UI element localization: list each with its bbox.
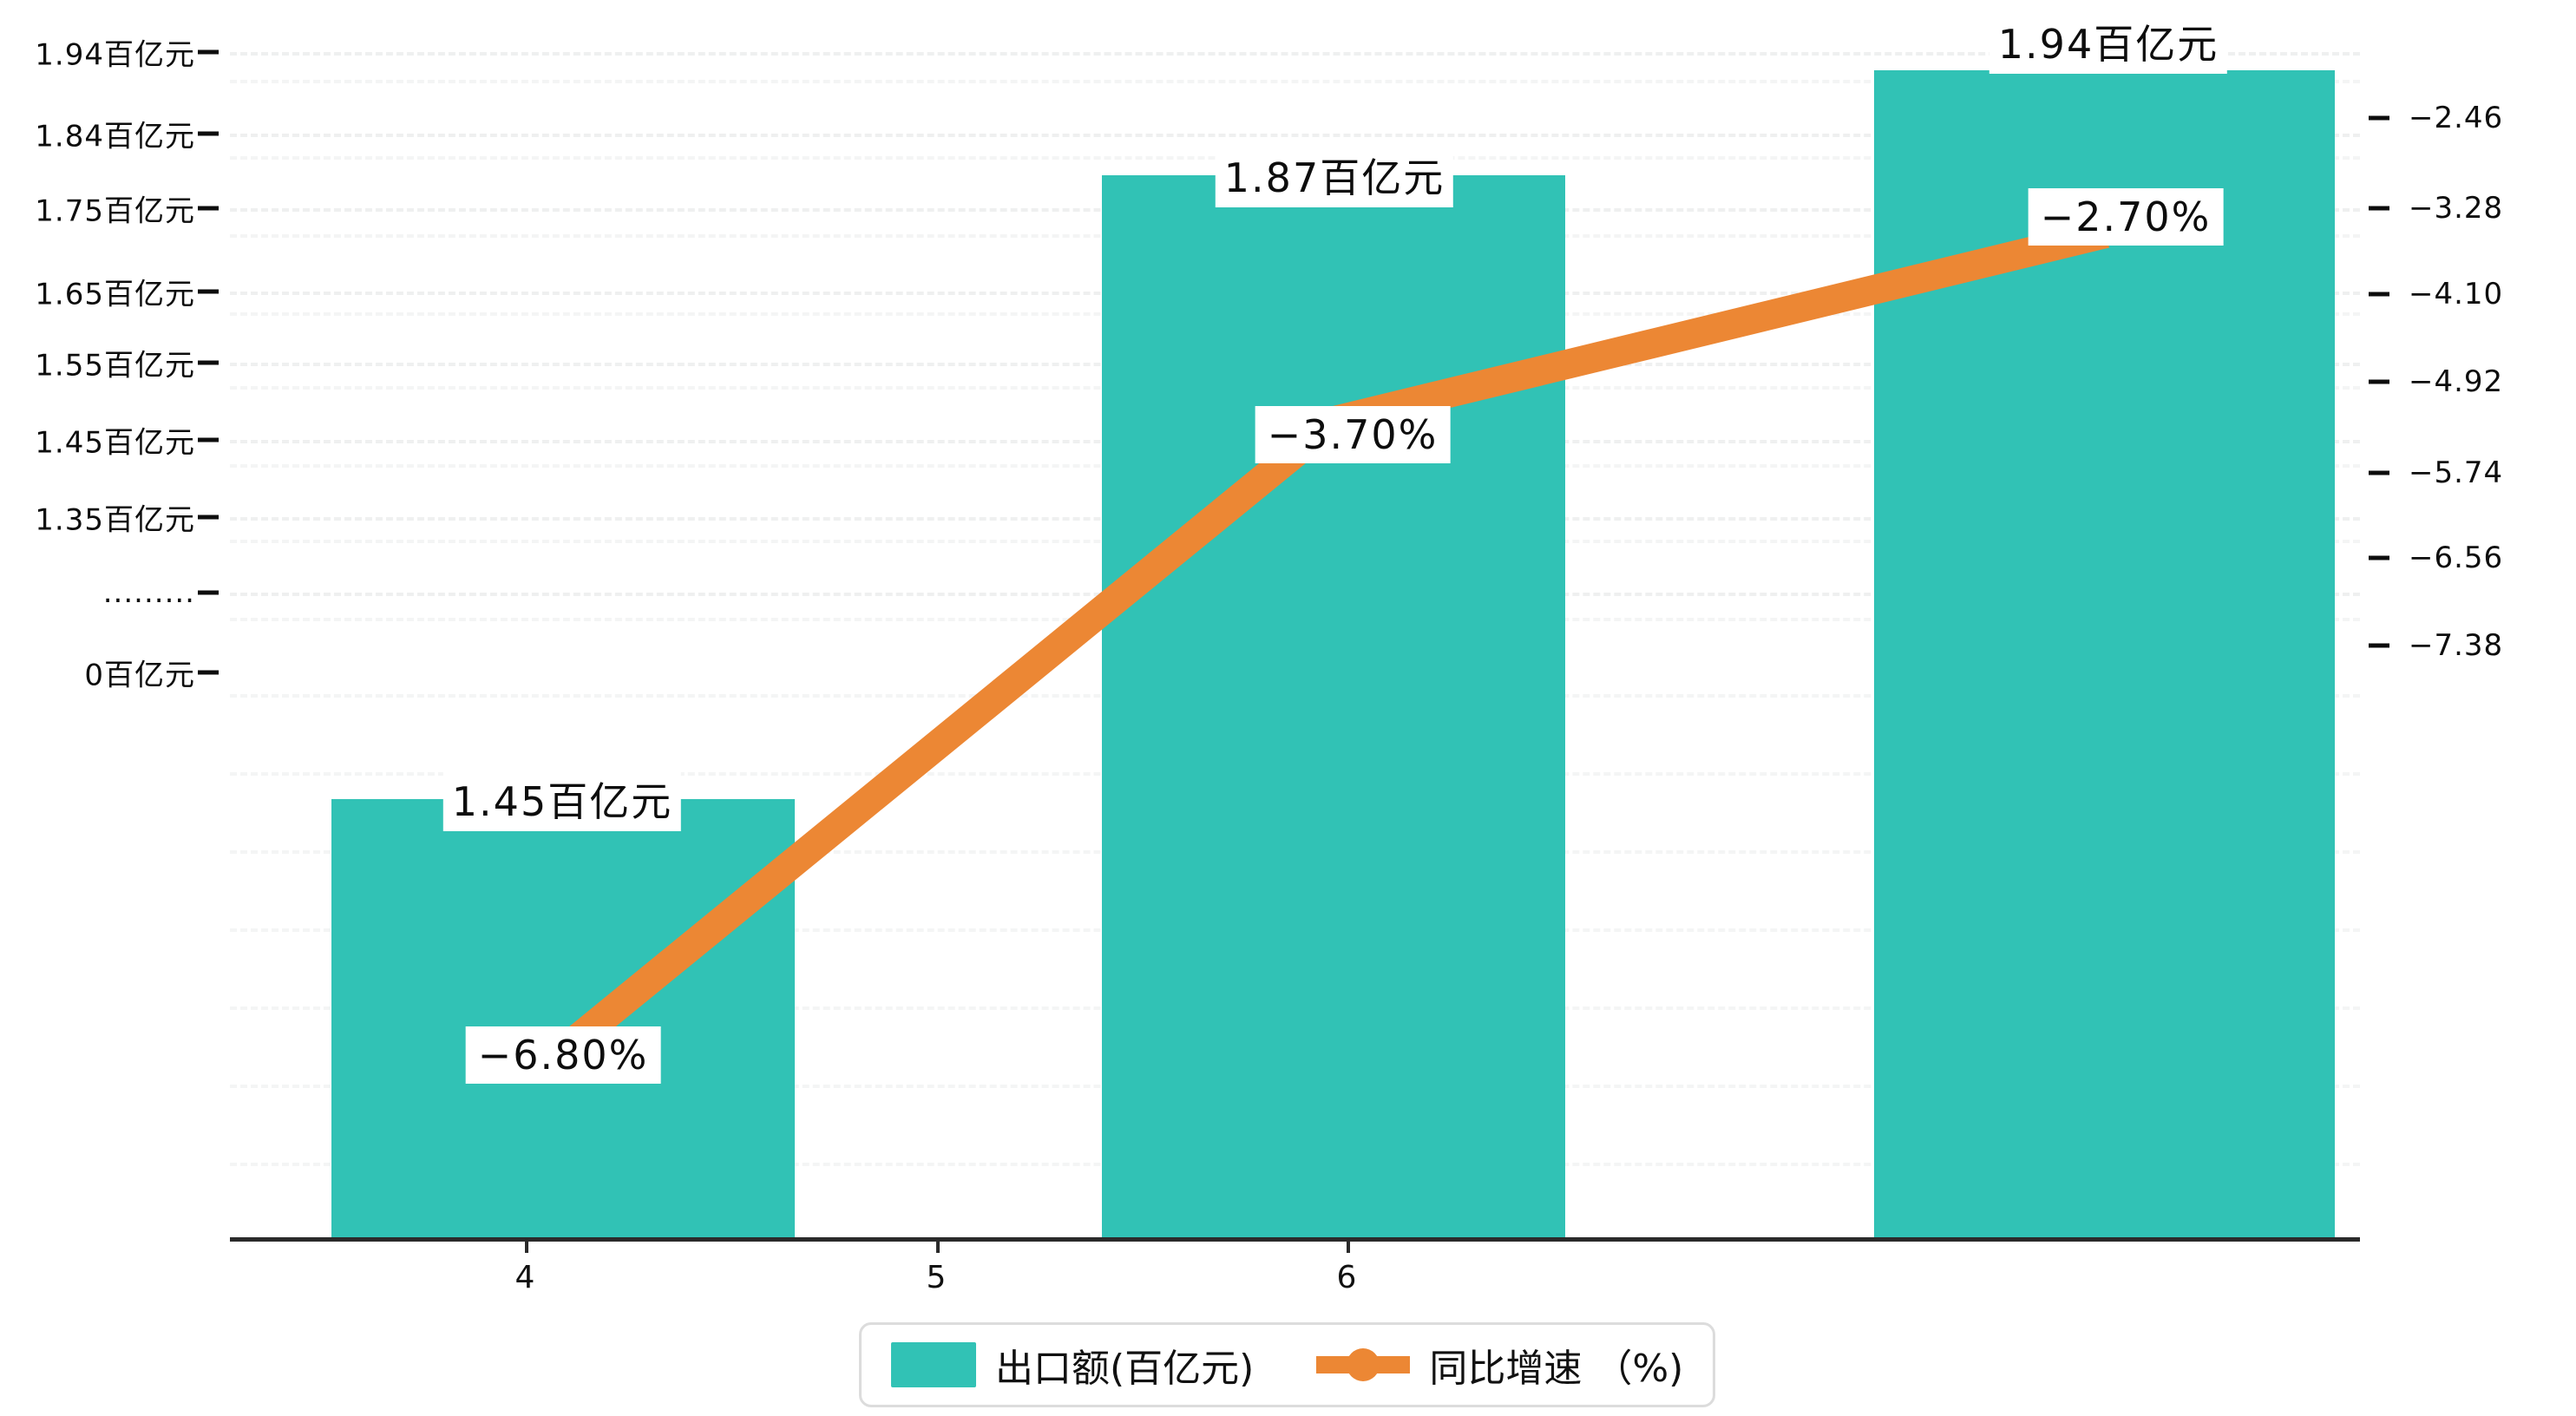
- y-axis-right-tick-mark: [2369, 643, 2389, 648]
- bar-swatch-icon: [891, 1342, 976, 1387]
- y-axis-left-tick: 1.75百亿元: [0, 191, 230, 229]
- y-axis-left-tick-label: .........: [102, 575, 195, 610]
- y-axis-left-tick: 1.35百亿元: [0, 500, 230, 538]
- line-point-label: −3.70%: [1255, 406, 1451, 463]
- gridline: [230, 52, 2360, 56]
- y-axis-left-tick-label: 1.45百亿元: [35, 425, 195, 461]
- bar-value-label: 1.94百亿元: [1989, 10, 2228, 74]
- y-axis-left-tick-label: 1.35百亿元: [35, 502, 195, 538]
- y-axis-left-tick-label: 1.65百亿元: [35, 277, 195, 312]
- y-axis-right-tick: −4.10: [2360, 277, 2576, 311]
- y-axis-left-tick-label: 1.84百亿元: [35, 119, 195, 154]
- x-axis-tick-label: 4: [515, 1260, 535, 1295]
- y-axis-right-tick: −2.46: [2360, 101, 2576, 135]
- y-axis-left-tick-label: 0百亿元: [84, 658, 195, 693]
- x-axis-line: [230, 1237, 2360, 1242]
- y-axis-left-tick-mark: [198, 360, 219, 365]
- y-axis-left-tick-label: 1.94百亿元: [35, 37, 195, 73]
- bar-category-5[interactable]: [1102, 175, 1565, 1237]
- y-axis-left-tick: 0百亿元: [0, 655, 230, 693]
- line-swatch-icon: [1316, 1342, 1411, 1387]
- y-axis-right-tick: −5.74: [2360, 456, 2576, 490]
- y-axis-left-tick: 1.45百亿元: [0, 423, 230, 461]
- y-axis-right-tick-mark: [2369, 292, 2389, 297]
- y-axis-right-tick-label: −3.28: [2409, 191, 2504, 226]
- y-axis-left-tick: 1.94百亿元: [0, 35, 230, 73]
- gridline: [230, 134, 2360, 137]
- x-axis-tick-label: 5: [926, 1260, 947, 1295]
- y-axis-right-tick-mark: [2369, 555, 2389, 560]
- bar-value-label: 1.87百亿元: [1215, 143, 1454, 207]
- y-axis-left-tick-mark: [198, 670, 219, 675]
- y-axis-left-tick-mark: [198, 515, 219, 520]
- legend-label-line: 同比增速 （%): [1429, 1347, 1684, 1391]
- y-axis-left-tick-mark: [198, 131, 219, 136]
- y-axis-right-tick: −3.28: [2360, 191, 2576, 226]
- y-axis-left-tick: 1.84百亿元: [0, 116, 230, 154]
- y-axis-left-tick-mark: [198, 289, 219, 294]
- y-axis-left-tick: 1.65百亿元: [0, 274, 230, 312]
- y-axis-left-tick: .........: [0, 575, 230, 610]
- chart-legend[interactable]: 出口额(百亿元) 同比增速 （%): [859, 1322, 1716, 1407]
- y-axis-right-tick-label: −4.92: [2409, 364, 2504, 399]
- y-axis-right-tick-label: −2.46: [2409, 101, 2504, 135]
- y-axis-left-tick-label: 1.75百亿元: [35, 193, 195, 229]
- y-axis-right-tick-mark: [2369, 470, 2389, 475]
- x-axis-tick-mark: [936, 1237, 940, 1253]
- y-axis-left-tick-mark: [198, 49, 219, 55]
- bar-value-label: 1.45百亿元: [442, 767, 682, 831]
- x-axis-tick-label: 6: [1336, 1260, 1357, 1295]
- x-axis-tick-mark: [525, 1237, 528, 1253]
- y-axis-left-tick-label: 1.55百亿元: [35, 348, 195, 384]
- legend-item-line[interactable]: 同比增速 （%): [1316, 1337, 1683, 1393]
- y-axis-left-tick-mark: [198, 206, 219, 211]
- y-axis-right-tick: −4.92: [2360, 364, 2576, 399]
- y-axis-right-tick-label: −5.74: [2409, 456, 2504, 490]
- y-axis-left-tick: 1.55百亿元: [0, 345, 230, 384]
- line-point-label: −6.80%: [465, 1026, 661, 1084]
- gridline: [230, 80, 2360, 83]
- y-axis-right-tick-mark: [2369, 206, 2389, 211]
- bar-category-4[interactable]: [331, 799, 795, 1237]
- y-axis-right-tick-label: −6.56: [2409, 541, 2504, 575]
- legend-item-bar[interactable]: 出口额(百亿元): [891, 1337, 1254, 1393]
- y-axis-right-tick-mark: [2369, 379, 2389, 384]
- line-point-label: −2.70%: [2028, 188, 2224, 246]
- y-axis-right-tick-label: −4.10: [2409, 277, 2504, 311]
- y-axis-right-tick: −7.38: [2360, 628, 2576, 663]
- y-axis-left-tick-mark: [198, 437, 219, 442]
- y-axis-right-tick: −6.56: [2360, 541, 2576, 575]
- y-axis-right-tick-label: −7.38: [2409, 628, 2504, 663]
- x-axis-tick-mark: [1347, 1237, 1350, 1253]
- y-axis-right-tick-mark: [2369, 115, 2389, 121]
- legend-label-bar: 出口额(百亿元): [995, 1347, 1255, 1391]
- y-axis-left-tick-mark: [198, 590, 219, 595]
